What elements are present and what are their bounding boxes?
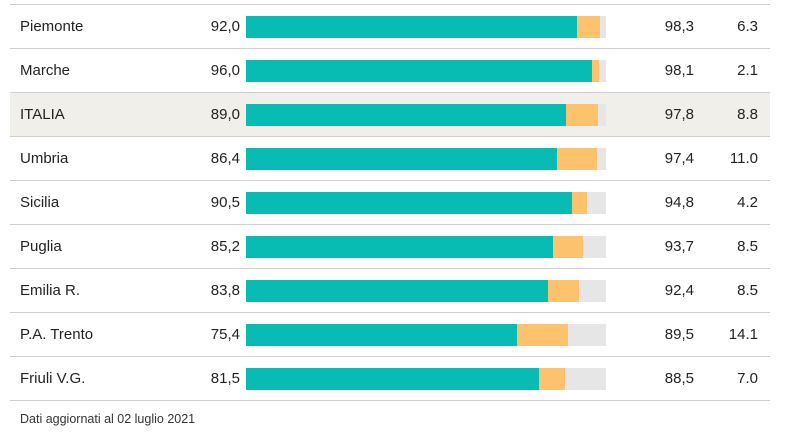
total-value: 98,3 [664, 18, 694, 35]
primary-value: 81,5 [210, 370, 240, 387]
bar-track [246, 192, 606, 214]
bar-segment-secondary [552, 236, 584, 258]
bar-segment-primary [246, 324, 518, 346]
primary-value: 89,0 [210, 106, 240, 123]
total-value: 98,1 [664, 62, 694, 79]
region-label: Friuli V.G. [20, 370, 86, 387]
table-row: Friuli V.G. 81,5 88,5 7.0 [10, 357, 770, 401]
region-label: P.A. Trento [20, 326, 94, 343]
bar-track [246, 148, 606, 170]
bar-track [246, 236, 606, 258]
table-row: Piemonte 92,0 98,3 6.3 [10, 5, 770, 49]
region-label: Piemonte [20, 18, 84, 35]
primary-value: 96,0 [210, 62, 240, 79]
bar-segment-secondary [517, 324, 569, 346]
bar-track [246, 104, 606, 126]
primary-value: 75,4 [210, 326, 240, 343]
difference-value: 14.1 [728, 326, 758, 343]
total-value: 88,5 [664, 370, 694, 387]
primary-value: 92,0 [210, 18, 240, 35]
bar-segment-secondary [591, 60, 600, 82]
table-row: Emilia R. 83,8 92,4 8.5 [10, 269, 770, 313]
total-value: 92,4 [664, 282, 694, 299]
region-label: Marche [20, 62, 71, 79]
bar-track [246, 60, 606, 82]
bar-track [246, 16, 606, 38]
bar-segment-secondary [539, 368, 565, 390]
bar-segment-primary [246, 236, 553, 258]
bar-segment-primary [246, 368, 540, 390]
region-label: Sicilia [20, 194, 60, 211]
region-label: ITALIA [20, 106, 65, 123]
region-label: Emilia R. [20, 282, 81, 299]
difference-value: 4.2 [737, 194, 758, 211]
region-label: Puglia [20, 238, 62, 255]
total-value: 89,5 [664, 326, 694, 343]
total-value: 93,7 [664, 238, 694, 255]
bar-segment-secondary [547, 280, 579, 302]
table-row: ITALIA 89,0 97,8 8.8 [10, 93, 770, 137]
table-row: Sicilia 90,5 94,8 4.2 [10, 181, 770, 225]
bar-track [246, 324, 606, 346]
difference-value: 2.1 [737, 62, 758, 79]
bar-segment-secondary [566, 104, 599, 126]
difference-value: 7.0 [737, 370, 758, 387]
table-row: Umbria 86,4 97,4 11.0 [10, 137, 770, 181]
bar-segment-secondary [577, 16, 600, 38]
bar-segment-primary [246, 104, 567, 126]
difference-value: 6.3 [737, 18, 758, 35]
difference-value: 11.0 [729, 150, 758, 167]
difference-value: 8.8 [737, 106, 758, 123]
region-label: Umbria [20, 150, 69, 167]
total-value: 97,4 [664, 150, 694, 167]
table-row: Puglia 85,2 93,7 8.5 [10, 225, 770, 269]
vaccination-table: Piemonte 92,0 98,3 6.3 Marche 96,0 98,1 2.1 ITAL… [10, 4, 770, 401]
bar-segment-primary [246, 60, 592, 82]
primary-value: 85,2 [210, 238, 240, 255]
difference-value: 8.5 [737, 238, 758, 255]
bar-segment-primary [246, 280, 548, 302]
bar-segment-secondary [571, 192, 588, 214]
table-row: P.A. Trento 75,4 89,5 14.1 [10, 313, 770, 357]
table-row: Marche 96,0 98,1 2.1 [10, 49, 770, 93]
total-value: 97,8 [664, 106, 694, 123]
bar-segment-primary [246, 16, 578, 38]
footnote: Dati aggiornati al 02 luglio 2021 [20, 412, 196, 426]
primary-value: 86,4 [210, 150, 240, 167]
difference-value: 8.5 [737, 282, 758, 299]
bar-segment-secondary [557, 148, 597, 170]
primary-value: 83,8 [210, 282, 240, 299]
bar-track [246, 368, 606, 390]
bar-segment-primary [246, 192, 572, 214]
bar-segment-primary [246, 148, 558, 170]
bar-track [246, 280, 606, 302]
total-value: 94,8 [664, 194, 694, 211]
primary-value: 90,5 [210, 194, 240, 211]
